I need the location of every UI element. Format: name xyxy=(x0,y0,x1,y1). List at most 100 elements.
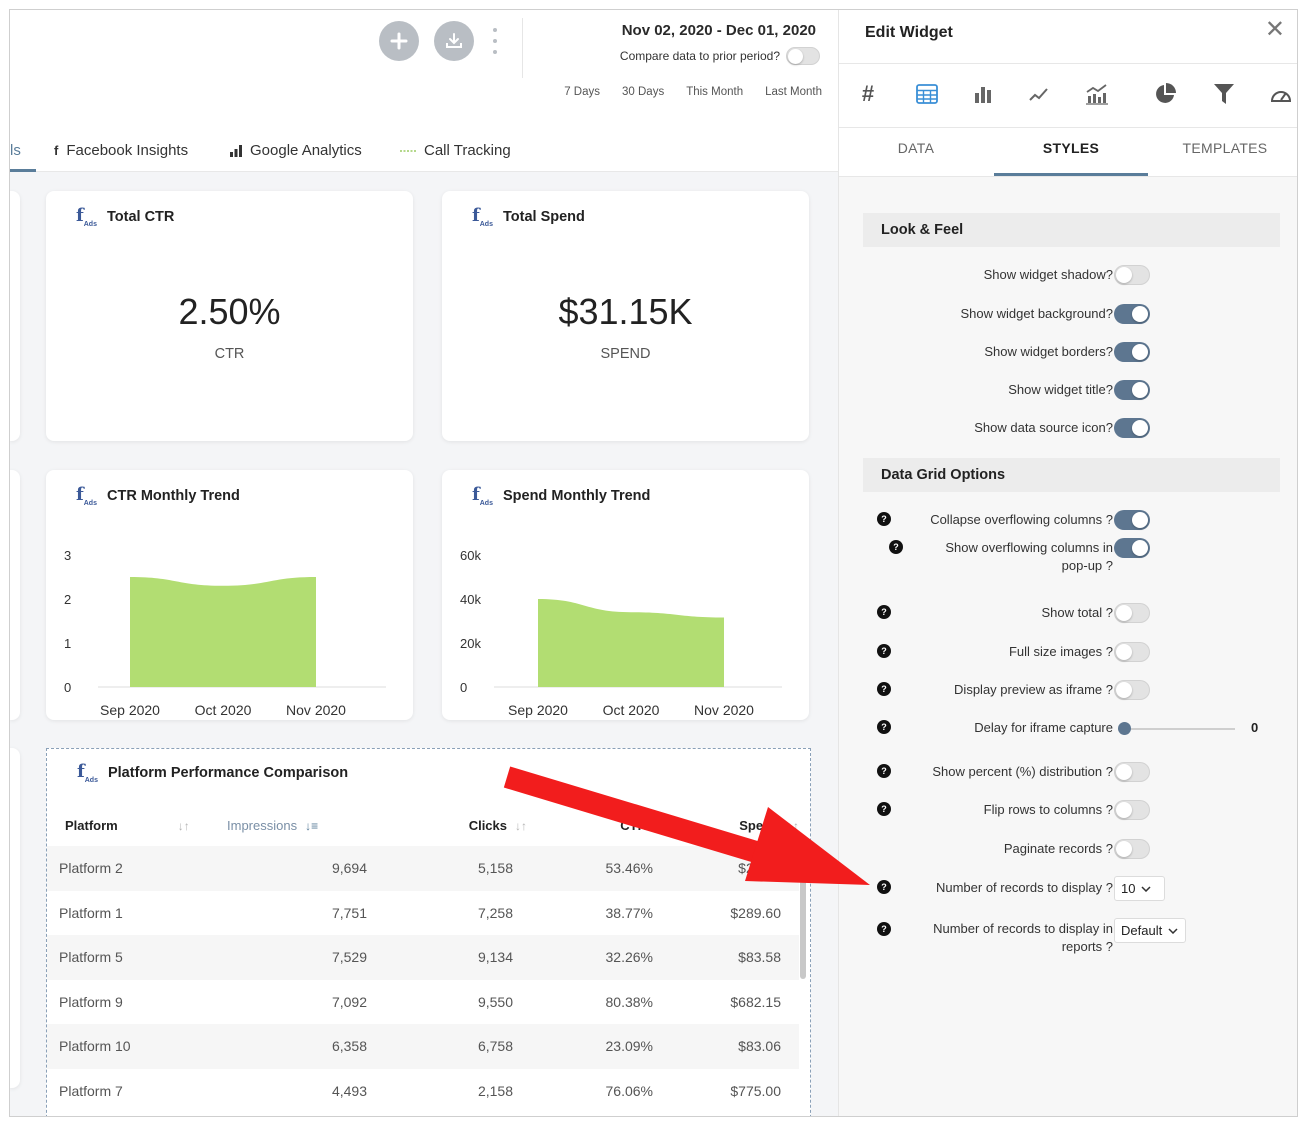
toggle-show-total[interactable] xyxy=(1114,603,1150,623)
tab-partial[interactable]: ls xyxy=(10,142,21,159)
close-icon[interactable]: ✕ xyxy=(1264,16,1285,43)
kpi-label: CTR xyxy=(214,346,245,362)
option-label: Show data source icon? xyxy=(974,420,1113,435)
preset-7-days[interactable]: 7 Days xyxy=(564,86,601,98)
table-card-platform-comparison[interactable]: fAds Platform Performance Comparison Pla… xyxy=(46,748,811,1116)
iframe-delay-slider-track[interactable] xyxy=(1125,728,1235,730)
add-button[interactable] xyxy=(379,21,419,61)
column-header-impressions[interactable]: Impressions ↓≡ xyxy=(227,804,377,846)
sort-icon[interactable]: ↓↑ xyxy=(787,818,799,833)
option-label: Number of records to display ? xyxy=(935,880,1113,895)
sort-icon[interactable]: ↓↑ xyxy=(515,818,527,833)
pie-chart-icon[interactable] xyxy=(1145,74,1185,114)
help-icon[interactable]: ? xyxy=(889,540,903,554)
table-row[interactable]: Platform 1 7,751 7,258 38.77% $289.60 xyxy=(47,891,799,936)
table-cell-platform: Platform 9 xyxy=(59,993,123,1010)
sort-desc-icon[interactable]: ↓≡ xyxy=(305,818,319,833)
date-range-picker[interactable]: Nov 02, 2020 - Dec 01, 2020 xyxy=(621,22,816,39)
table-cell-ctr: 32.26% xyxy=(527,935,667,980)
table-cell-clicks: 7,258 xyxy=(477,904,513,921)
num-records-select[interactable]: 10 xyxy=(1114,876,1165,901)
table-icon[interactable] xyxy=(907,74,947,114)
card-title: fAds Spend Monthly Trend xyxy=(472,486,650,507)
y-tick-label: 3 xyxy=(64,548,71,563)
chevron-down-icon xyxy=(1168,927,1178,934)
tab-data[interactable]: DATA xyxy=(897,140,935,156)
combo-chart-icon[interactable] xyxy=(1077,74,1117,114)
facebook-icon: f xyxy=(54,143,59,158)
iframe-delay-slider-thumb[interactable] xyxy=(1118,722,1131,735)
download-button[interactable] xyxy=(434,21,474,61)
table-cell-spend: $286.8 xyxy=(667,846,799,891)
hash-icon[interactable]: # xyxy=(861,81,875,106)
table-scrollbar[interactable] xyxy=(800,849,806,979)
toggle-percent-distribution[interactable] xyxy=(1114,762,1150,782)
y-tick-label: 2 xyxy=(64,592,71,607)
chart-card-spend-trend[interactable]: fAds Spend Monthly Trend 0 20k 40k 60k Sep 2… xyxy=(442,470,809,720)
gauge-icon[interactable] xyxy=(1261,74,1297,114)
toggle-switch[interactable] xyxy=(1114,418,1150,438)
column-header-clicks[interactable]: Clicks ↓↑ xyxy=(377,804,527,846)
table-row[interactable]: Platform 7 4,493 2,158 76.06% $775.00 xyxy=(47,1069,799,1114)
more-options-icon[interactable] xyxy=(489,28,501,54)
bar-chart-icon[interactable] xyxy=(963,74,1003,114)
help-icon[interactable]: ? xyxy=(877,880,891,894)
table-row[interactable]: Platform 5 7,529 9,134 32.26% $83.58 xyxy=(47,935,799,980)
column-header-ctr[interactable]: CTR ↓↑ xyxy=(527,804,667,846)
toggle-iframe-preview[interactable] xyxy=(1114,680,1150,700)
toggle-switch[interactable] xyxy=(1114,304,1150,324)
help-icon[interactable]: ? xyxy=(877,802,891,816)
y-tick-label: 20k xyxy=(460,636,481,651)
compare-toggle[interactable] xyxy=(786,47,820,65)
tab-facebook-insights[interactable]: f Facebook Insights xyxy=(54,142,188,159)
preset-30-days[interactable]: 30 Days xyxy=(622,86,665,98)
toggle-switch[interactable] xyxy=(1114,342,1150,362)
dashboard-toolbar: Nov 02, 2020 - Dec 01, 2020 Compare data… xyxy=(10,10,838,122)
preset-last-month[interactable]: Last Month xyxy=(765,86,822,98)
help-icon[interactable]: ? xyxy=(877,922,891,936)
help-icon[interactable]: ? xyxy=(877,720,891,734)
kpi-card-ctr[interactable]: fAds Total CTR 2.50% CTR xyxy=(46,191,413,441)
line-chart-icon[interactable] xyxy=(1019,74,1059,114)
help-icon[interactable]: ? xyxy=(877,764,891,778)
compare-label: Compare data to prior period? xyxy=(619,49,780,63)
num-records-reports-select[interactable]: Default xyxy=(1114,918,1186,943)
platform-table: Platform ↓↑ Impressions ↓≡ Clicks ↓↑ CTR ↓↑ … xyxy=(47,804,799,1113)
x-tick-label: Nov 2020 xyxy=(694,702,754,718)
table-cell-platform: Platform 5 xyxy=(47,935,227,980)
chart-card-ctr-trend[interactable]: fAds CTR Monthly Trend 0 1 2 3 Sep 2020 Oct 2… xyxy=(46,470,413,720)
table-cell-impressions: 9,694 xyxy=(227,846,377,891)
table-row[interactable]: Platform 9 7,092 9,550 80.38% $682.15 xyxy=(47,980,799,1025)
column-header-platform[interactable]: Platform ↓↑ xyxy=(47,804,227,846)
panel-title: Edit Widget xyxy=(865,24,953,41)
help-icon[interactable]: ? xyxy=(877,512,891,526)
tab-call-tracking[interactable]: Call Tracking xyxy=(400,142,511,159)
sort-icon[interactable]: ↓↑ xyxy=(177,818,190,833)
help-icon[interactable]: ? xyxy=(877,644,891,658)
table-row[interactable]: Platform 2 9,694 5,158 53.46% $286.8 xyxy=(47,846,799,891)
card-title-text: Platform Performance Comparison xyxy=(107,765,349,782)
toggle-show-overflow[interactable] xyxy=(1114,538,1150,558)
sort-icon[interactable]: ↓↑ xyxy=(655,818,667,833)
funnel-icon[interactable] xyxy=(1204,74,1244,114)
kpi-card-spend[interactable]: fAds Total Spend $31.15K SPEND xyxy=(442,191,809,441)
toggle-switch[interactable] xyxy=(1114,265,1150,285)
preset-this-month[interactable]: This Month xyxy=(686,86,744,98)
tab-google-analytics[interactable]: Google Analytics xyxy=(230,142,362,159)
option-label: Collapse overflowing columns ? xyxy=(930,512,1113,527)
toggle-flip-rows[interactable] xyxy=(1114,800,1150,820)
column-header-spend[interactable]: Spend ↓↑ xyxy=(667,804,799,846)
toggle-collapse-columns[interactable] xyxy=(1114,510,1150,530)
help-icon[interactable]: ? xyxy=(877,605,891,619)
tab-styles[interactable]: STYLES xyxy=(994,128,1148,176)
compare-period-control: Compare data to prior period? xyxy=(620,47,820,65)
tab-templates[interactable]: TEMPLATES xyxy=(1182,140,1268,156)
table-row[interactable]: Platform 10 6,358 6,758 23.09% $83.06 xyxy=(47,1024,799,1069)
table-header-row: Platform ↓↑ Impressions ↓≡ Clicks ↓↑ CTR ↓↑ … xyxy=(47,804,799,846)
help-icon[interactable]: ? xyxy=(877,682,891,696)
toggle-paginate[interactable] xyxy=(1114,839,1150,859)
option-label: Full size images ? xyxy=(1008,644,1113,659)
toggle-switch[interactable] xyxy=(1114,380,1150,400)
tab-label: Google Analytics xyxy=(250,142,362,159)
toggle-full-size-images[interactable] xyxy=(1114,642,1150,662)
